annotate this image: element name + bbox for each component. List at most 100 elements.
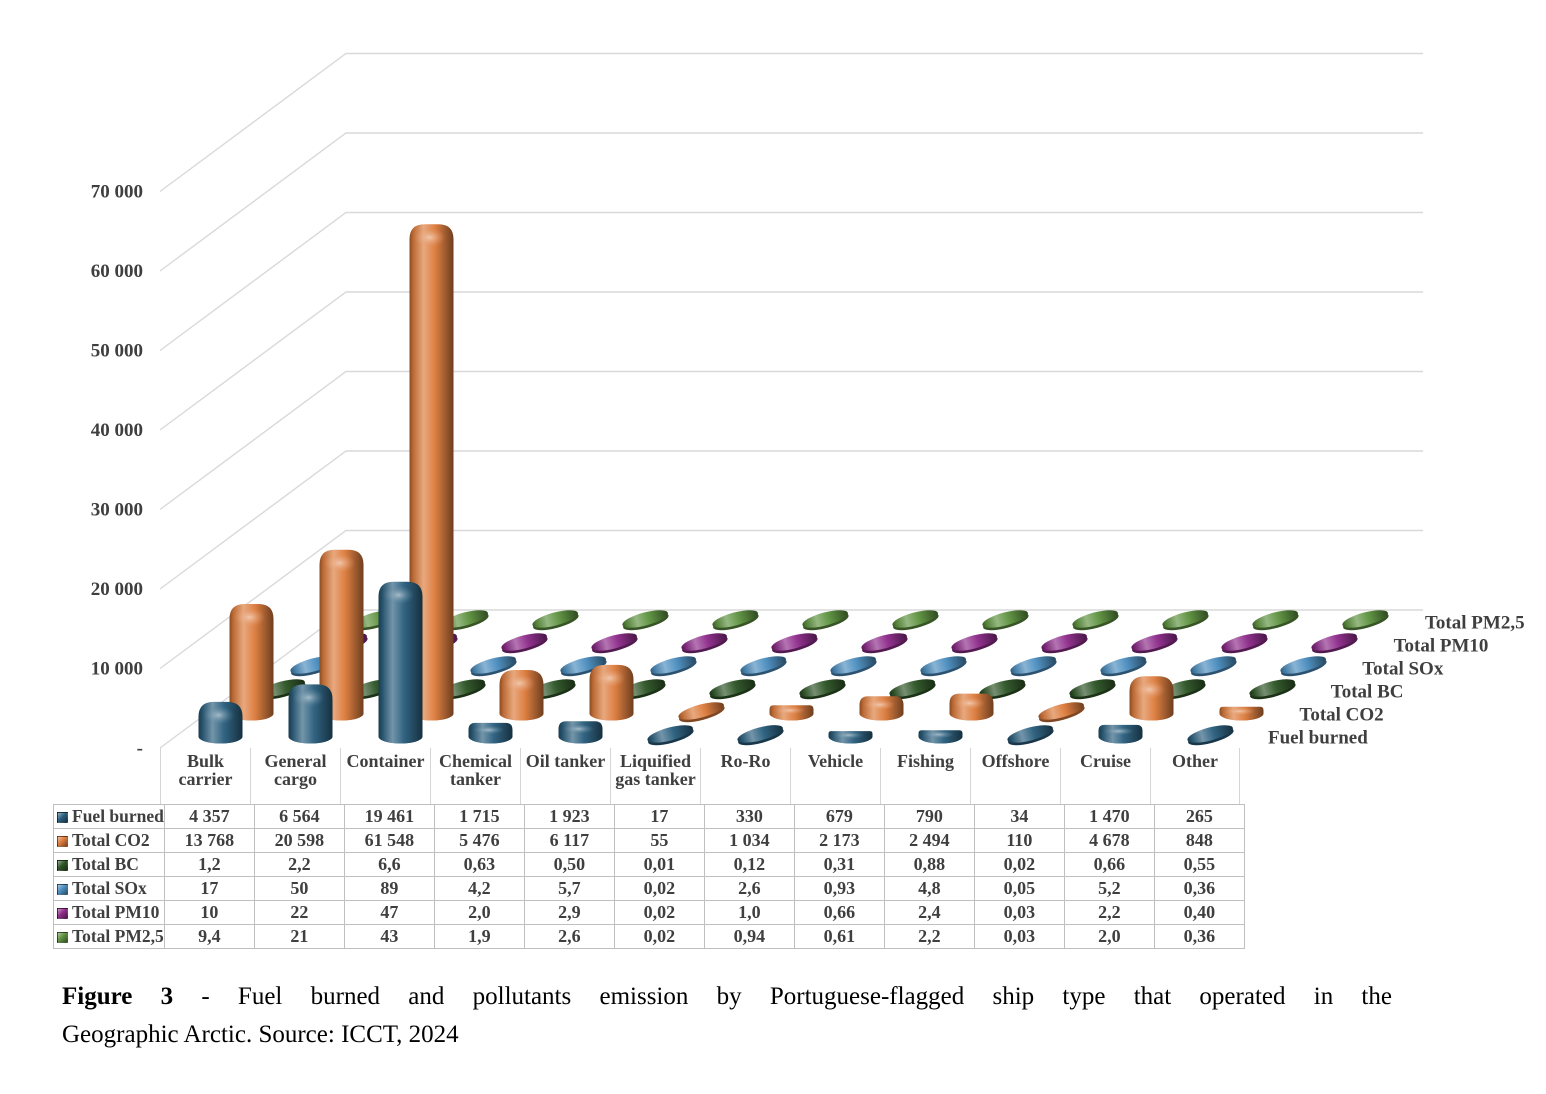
- value-cell: 0,93: [793, 876, 885, 901]
- value-cell: 4,8: [883, 876, 975, 901]
- bar-total-pm2-5: [622, 610, 669, 631]
- bar-cap-highlight: [922, 730, 955, 739]
- value-cell: 55: [613, 828, 705, 853]
- series-row-header: Total PM2,5: [53, 924, 165, 949]
- series-axis-label: Total PM10: [1394, 636, 1489, 657]
- bar-fuel-burned: [1007, 725, 1054, 746]
- value-cell: 0,88: [883, 852, 975, 877]
- category-label: Other: [1150, 748, 1240, 804]
- series-name: Total CO2: [72, 830, 150, 850]
- value-cell: 1 470: [1063, 804, 1155, 829]
- series-name: Fuel burned: [72, 806, 164, 826]
- bar-total-sox: [1280, 656, 1327, 677]
- bar-total-bc: [709, 679, 756, 700]
- series-row-header: Total CO2: [53, 828, 165, 853]
- value-cell: 22: [253, 900, 345, 925]
- 3d-bar-chart: - 10 000 20 000 30 000 40 000 50 000 60 000 70 …: [53, 52, 1525, 949]
- bar-total-sox: [560, 656, 607, 677]
- bar-total-bc: [1249, 679, 1296, 700]
- y-axis-tick-label: 60 000: [91, 261, 143, 282]
- value-cell: 47: [343, 900, 435, 925]
- bar-total-sox: [650, 656, 697, 677]
- bar-total-sox: [830, 656, 877, 677]
- y-axis-tick-label: -: [137, 738, 143, 759]
- gridline: [159, 450, 1423, 590]
- category-label: General cargo: [250, 748, 340, 804]
- value-cell: 0,03: [973, 900, 1065, 925]
- value-cell: 265: [1153, 804, 1245, 829]
- bar-cap-highlight: [863, 699, 896, 711]
- value-cell: 2,2: [883, 924, 975, 949]
- value-cell: 0,94: [703, 924, 795, 949]
- value-cell: 330: [703, 804, 795, 829]
- gridline: [159, 370, 1423, 511]
- figure-caption: Figure 3 - Fuel burned and pollutants em…: [62, 978, 1392, 1054]
- value-cell: 2,0: [1063, 924, 1155, 949]
- value-cell: 20 598: [253, 828, 345, 853]
- value-cell: 2 173: [793, 828, 885, 853]
- value-cell: 0,02: [613, 900, 705, 925]
- value-cell: 2,6: [703, 876, 795, 901]
- series-axis-label: Fuel burned: [1268, 728, 1368, 749]
- category-label: Ro-Ro: [700, 748, 790, 804]
- bar-fuel-burned: [647, 725, 694, 746]
- bar-cap-highlight: [503, 673, 536, 693]
- category-label: Container: [340, 748, 430, 804]
- value-cell: 9,4: [163, 924, 255, 949]
- value-cell: 0,50: [523, 852, 615, 877]
- bar-cap-highlight: [1102, 727, 1135, 736]
- chart-canvas: - 10 000 20 000 30 000 40 000 50 000 60 000 70 …: [91, 52, 1525, 759]
- bar-total-pm10: [951, 633, 998, 654]
- value-cell: 19 461: [343, 804, 435, 829]
- bar-total-sox: [470, 656, 517, 677]
- bar-total-pm10: [1221, 633, 1268, 654]
- bar-cap-highlight: [292, 687, 325, 708]
- bar-cap-highlight: [773, 706, 806, 715]
- caption-line-1: Figure 3 - Fuel burned and pollutants em…: [62, 978, 1392, 1016]
- gridline: [159, 132, 1423, 272]
- y-axis-tick-label: 30 000: [91, 500, 143, 521]
- bar-total-pm2-5: [982, 610, 1029, 631]
- legend-swatch: [57, 932, 68, 943]
- value-cell: 2 494: [883, 828, 975, 853]
- gridline: [159, 529, 1423, 670]
- bar-cap-highlight: [1223, 707, 1256, 716]
- value-cell: 10: [163, 900, 255, 925]
- caption-text-1: - Fuel burned and pollutants emission by…: [173, 983, 1392, 1010]
- gridline: [159, 291, 1423, 431]
- bar-fuel-burned: [1187, 725, 1234, 746]
- bar-total-pm2-5: [802, 610, 849, 631]
- value-cell: 0,36: [1153, 876, 1245, 901]
- value-cell: 0,31: [793, 852, 885, 877]
- bar-total-co2: [1038, 702, 1085, 723]
- bar-cap-highlight: [323, 553, 356, 573]
- bar-cap-highlight: [382, 585, 415, 605]
- y-axis-tick-label: 20 000: [91, 579, 143, 600]
- legend-swatch: [57, 908, 68, 919]
- category-label: Cruise: [1060, 748, 1150, 804]
- value-cell: 1 034: [703, 828, 795, 853]
- value-cell: 34: [973, 804, 1065, 829]
- bar-fuel-burned: [378, 581, 423, 744]
- bar-total-pm10: [1131, 633, 1178, 654]
- category-label: Liquified gas tanker: [610, 748, 700, 804]
- value-cell: 89: [343, 876, 435, 901]
- value-cell: 2,9: [523, 900, 615, 925]
- bar-total-pm10: [1311, 633, 1358, 654]
- series-axis-label: Total CO2: [1299, 705, 1383, 726]
- category-label: Fishing: [880, 748, 970, 804]
- bar-total-pm10: [1041, 633, 1088, 654]
- bar-total-bc: [1069, 679, 1116, 700]
- gridline: [159, 211, 1423, 352]
- value-cell: 50: [253, 876, 345, 901]
- value-cell: 0,36: [1153, 924, 1245, 949]
- bar-total-bc: [799, 679, 846, 700]
- series-name: Total SOx: [72, 878, 147, 898]
- bar-total-co2: [678, 702, 725, 723]
- bar-total-pm2-5: [712, 610, 759, 631]
- value-cell: 1,2: [163, 852, 255, 877]
- value-cell: 17: [163, 876, 255, 901]
- axis-corner-spacer: [53, 748, 160, 804]
- value-cell: 0,03: [973, 924, 1065, 949]
- value-cell: 6 117: [523, 828, 615, 853]
